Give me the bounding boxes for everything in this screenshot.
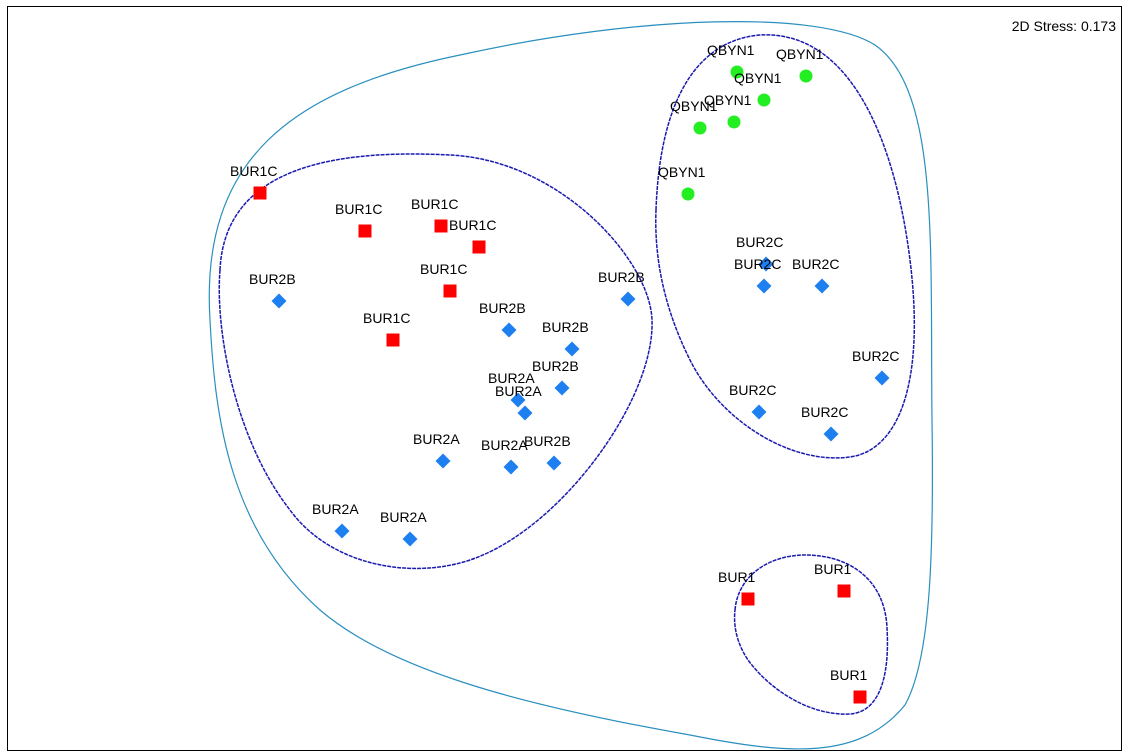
bur1c-point-label-2: BUR1C (335, 201, 382, 217)
qbyn1-point-5 (693, 121, 707, 135)
point-labels: BUR1C BUR1C BUR1C BUR1C BUR1C BUR1C BUR1 BUR1 BU… (230, 42, 899, 683)
stress-annotation: 2D Stress: 0.173 (1012, 18, 1116, 34)
qbyn1-point-4 (727, 115, 741, 129)
qbyn1-point-label-6: QBYN1 (658, 164, 706, 180)
bur1c-point-5 (443, 284, 457, 298)
qbyn1-point-2 (799, 69, 813, 83)
bur2a-point-label-5: BUR2A (312, 501, 359, 517)
bur1-point-1 (741, 592, 755, 606)
bur2a-point-5 (334, 523, 350, 539)
cluster-qbyn1-bur2c-outline (655, 34, 916, 459)
bur1c-point-label-5: BUR1C (420, 261, 467, 277)
qbyn1-point-label-4: QBYN1 (704, 92, 752, 108)
bur2a-point-6 (402, 531, 418, 547)
bur2b-point-label-2: BUR2B (598, 269, 645, 285)
bur2c-point-5 (751, 404, 767, 420)
bur2b-point-label-4: BUR2B (542, 319, 589, 335)
outer-cluster-outline (208, 21, 934, 750)
bur2b-point-label-1: BUR2B (249, 271, 296, 287)
bur2c-point-label-5: BUR2C (729, 382, 776, 398)
bur1-point-2 (837, 584, 851, 598)
bur2c-point-2 (756, 278, 772, 294)
bur1c-point-1 (253, 186, 267, 200)
data-marks (253, 65, 890, 704)
bur1-point-label-1: BUR1 (718, 569, 756, 585)
bur2b-point-label-3: BUR2B (479, 300, 526, 316)
bur1c-point-3 (434, 219, 448, 233)
qbyn1-point-3 (757, 93, 771, 107)
bur2a-point-label-1: BUR2A (488, 370, 535, 386)
bur2b-point-5 (554, 380, 570, 396)
bur1-point-label-2: BUR1 (814, 561, 852, 577)
bur2c-point-label-3: BUR2C (792, 256, 839, 272)
plot-frame (7, 6, 1122, 751)
bur2c-point-label-1: BUR2C (736, 234, 783, 250)
bur2b-point-1 (271, 293, 287, 309)
bur2a-point-label-2: BUR2A (495, 383, 542, 399)
bur2c-point-label-4: BUR2C (852, 348, 899, 364)
bur1c-point-label-4: BUR1C (449, 217, 496, 233)
bur2a-point-2 (517, 405, 533, 421)
qbyn1-point-1 (730, 65, 744, 79)
bur1c-point-6 (386, 333, 400, 347)
bur2c-point-6 (823, 426, 839, 442)
cluster-bur1c-bur2-outline (218, 153, 653, 570)
bur2b-point-label-6: BUR2B (524, 433, 571, 449)
bur2a-point-label-3: BUR2A (413, 431, 460, 447)
bur2c-point-label-2: BUR2C (734, 256, 781, 272)
bur2b-point-label-5: BUR2B (532, 358, 579, 374)
bur1c-point-label-3: BUR1C (411, 196, 458, 212)
bur2a-point-4 (503, 459, 519, 475)
bur2b-point-2 (620, 291, 636, 307)
bur1c-point-label-1: BUR1C (230, 163, 277, 179)
bur2b-point-4 (564, 341, 580, 357)
bur1c-point-label-6: BUR1C (363, 310, 410, 326)
bur1-point-3 (853, 690, 867, 704)
bur2c-point-3 (814, 278, 830, 294)
bur2a-point-3 (435, 453, 451, 469)
bur2a-point-label-6: BUR2A (380, 509, 427, 525)
bur2c-point-1 (758, 256, 774, 272)
bur1c-point-2 (358, 224, 372, 238)
bur2b-point-6 (546, 455, 562, 471)
bur2b-point-3 (501, 322, 517, 338)
qbyn1-point-label-1: QBYN1 (707, 42, 755, 58)
bur2a-point-label-4: BUR2A (481, 437, 528, 453)
qbyn1-point-label-2: QBYN1 (776, 46, 824, 62)
qbyn1-point-6 (681, 187, 695, 201)
bur2a-point-1 (510, 392, 526, 408)
bur2c-point-4 (874, 370, 890, 386)
bur1c-point-4 (472, 240, 486, 254)
cluster-bur1-outline (733, 554, 889, 715)
qbyn1-point-label-5: QBYN1 (670, 98, 718, 114)
qbyn1-point-label-3: QBYN1 (734, 70, 782, 86)
bur2c-point-label-6: BUR2C (801, 404, 848, 420)
bur1-point-label-3: BUR1 (830, 667, 868, 683)
